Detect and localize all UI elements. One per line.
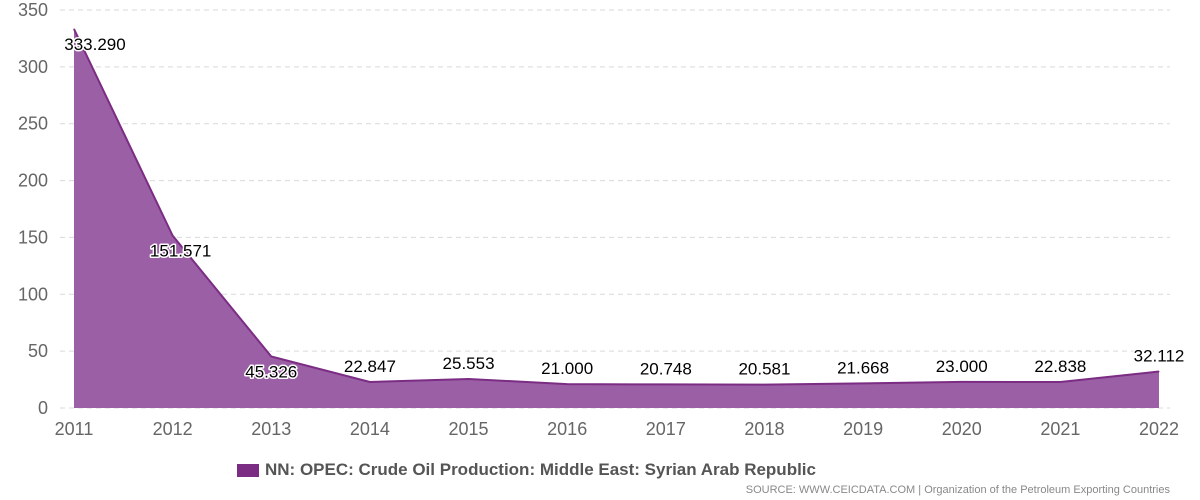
plot-area (73, 28, 1160, 409)
y-tick-label: 150 (18, 227, 48, 247)
y-tick-label: 250 (18, 114, 48, 134)
data-label: 333.290 (64, 35, 125, 54)
x-tick-label: 2014 (350, 419, 390, 439)
x-tick-label: 2020 (942, 419, 982, 439)
source-note: SOURCE: WWW.CEICDATA.COM | Organization … (745, 484, 1170, 496)
x-tick-label: 2012 (153, 419, 193, 439)
data-point (1158, 370, 1160, 372)
series-area (74, 29, 1159, 409)
x-tick-label: 2021 (1040, 419, 1080, 439)
y-tick-label: 300 (18, 57, 48, 77)
y-tick-label: 350 (18, 0, 48, 20)
y-tick-label: 0 (38, 398, 48, 418)
data-point (566, 383, 568, 385)
x-tick-label: 2019 (843, 419, 883, 439)
x-tick-label: 2018 (744, 419, 784, 439)
legend-swatch (237, 463, 259, 477)
data-point (369, 381, 371, 383)
legend-label: NN: OPEC: Crude Oil Production: Middle E… (265, 460, 816, 479)
x-tick-label: 2016 (547, 419, 587, 439)
x-tick-label: 2015 (449, 419, 489, 439)
x-tick-label: 2017 (646, 419, 686, 439)
data-point (862, 382, 864, 384)
y-tick-label: 200 (18, 171, 48, 191)
data-label: 20.748 (640, 359, 692, 378)
data-label: 21.000 (541, 359, 593, 378)
series-line (73, 28, 1160, 386)
data-label: 32.112 (1134, 346, 1185, 365)
data-point (665, 383, 667, 385)
data-label: 23.000 (936, 357, 988, 376)
legend[interactable]: NN: OPEC: Crude Oil Production: Middle E… (237, 460, 816, 480)
data-label: 22.838 (1034, 357, 1086, 376)
data-label: 21.668 (837, 358, 889, 377)
x-tick-label: 2011 (55, 419, 94, 439)
data-label: 20.581 (738, 360, 790, 379)
data-point (763, 384, 765, 386)
data-point (270, 355, 272, 357)
data-point (468, 378, 470, 380)
data-label: 45.326 (245, 362, 297, 381)
x-tick-label: 2013 (251, 419, 291, 439)
data-point (1059, 381, 1061, 383)
data-label: 22.847 (344, 357, 396, 376)
data-label: 25.553 (443, 354, 495, 373)
y-tick-label: 100 (18, 284, 48, 304)
data-label: 151.571 (150, 242, 211, 261)
data-point (73, 28, 75, 30)
data-labels: 333.290 151.571 45.326 22.847 25.553 21.000 20… (63, 34, 1186, 383)
data-point (961, 381, 963, 383)
y-tick-label: 50 (28, 341, 48, 361)
x-axis: 2011 2012 2013 2014 2015 2016 2017 2018 2019 2020… (55, 419, 1179, 439)
x-tick-label: 2022 (1139, 419, 1179, 439)
data-point (172, 235, 174, 237)
y-axis: 0 50 100 150 200 250 300 350 (18, 0, 48, 418)
